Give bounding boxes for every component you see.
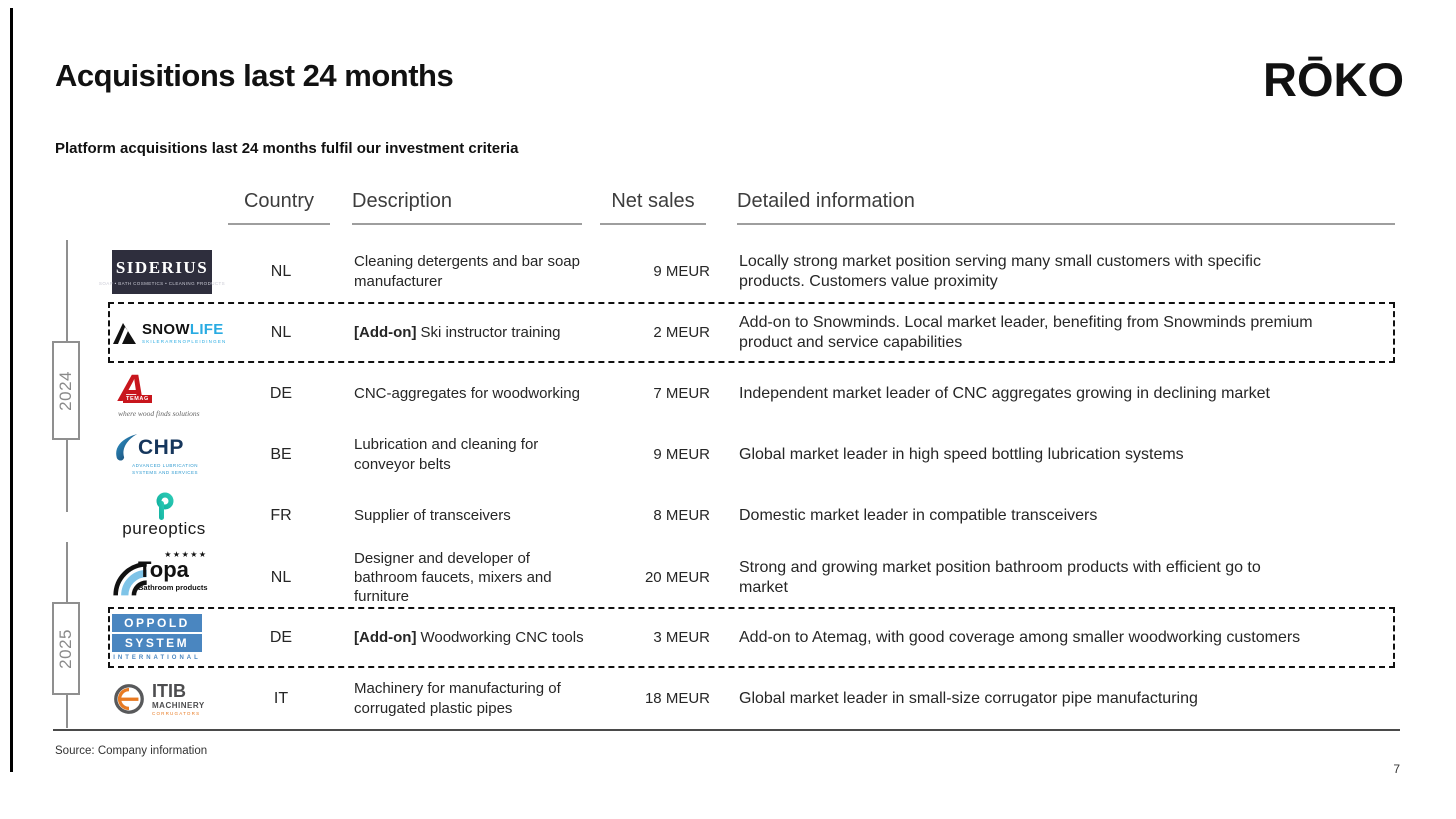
description-cell: Designer and developer of bathroom fauce… xyxy=(354,549,552,606)
itib-ring-icon xyxy=(114,683,144,714)
details-cell: Global market leader in small-size corru… xyxy=(739,689,1198,707)
net-sales-cell: 9 MEUR xyxy=(653,263,710,280)
description-cell: Machinery for manufacturing of corrugate… xyxy=(354,680,561,717)
country-cell: BE xyxy=(270,445,292,463)
source-note: Source: Company information xyxy=(55,745,208,757)
siderius-logo: SIDERIUS SOAP • BATH COSMETICS • CLEANIN… xyxy=(99,249,225,294)
topa-logo: ★★★★★ Topa Bathroom products xyxy=(112,548,220,602)
year-label: 2025 xyxy=(56,628,75,669)
table-row-itib: ITIB MACHINERY CORRUGATORS IT Machinery … xyxy=(108,668,1395,729)
table-body: SIDERIUS SOAP • BATH COSMETICS • CLEANIN… xyxy=(99,241,1395,729)
header-net-sales: Net sales xyxy=(590,190,712,225)
country-cell: DE xyxy=(269,628,293,646)
pureoptics-rho-icon xyxy=(156,492,174,520)
header-description: Description xyxy=(330,190,590,225)
table-header-row: Country Description Net sales Detailed i… xyxy=(108,190,1395,225)
roko-logo: RŌKO xyxy=(1263,53,1404,106)
net-sales-cell: 18 MEUR xyxy=(644,690,710,707)
description-cell: Lubrication and cleaning for conveyor be… xyxy=(354,436,539,473)
net-sales-cell: 7 MEUR xyxy=(653,385,710,402)
atemag-a-mark: A xyxy=(118,367,146,410)
details-cell: Independent market leader of CNC aggrega… xyxy=(739,384,1270,402)
net-sales-cell: 2 MEUR xyxy=(653,324,710,341)
footer-divider xyxy=(53,729,1400,731)
net-sales-cell: 8 MEUR xyxy=(653,507,710,524)
country-cell: NL xyxy=(270,262,292,280)
header-detailed-information: Detailed information xyxy=(712,190,1395,225)
oppold-logo: OPPOLD SYSTEM INTERNATIONAL xyxy=(112,614,202,661)
timeline-year-2025: 2025 xyxy=(52,602,80,695)
details-cell: Domestic market leader in compatible tra… xyxy=(739,506,1098,524)
pureoptics-logo: pureoptics xyxy=(112,492,216,539)
topa-stars: ★★★★★ xyxy=(164,550,208,559)
description-cell: [Add-on] Woodworking CNC tools xyxy=(354,628,584,646)
table-row-oppold: OPPOLD SYSTEM INTERNATIONAL DE [Add-on] W… xyxy=(108,607,1395,668)
details-cell: Strong and growing market position bathr… xyxy=(739,558,1261,596)
details-cell: Add-on to Snowminds. Local market leader… xyxy=(739,313,1313,351)
timeline-year-2024: 2024 xyxy=(52,341,80,440)
net-sales-cell: 3 MEUR xyxy=(653,629,710,646)
acquisitions-table: Country Description Net sales Detailed i… xyxy=(99,190,1395,729)
year-label: 2024 xyxy=(56,370,75,411)
chp-swoosh-icon xyxy=(116,433,138,461)
itib-logo: ITIB MACHINERY CORRUGATORS xyxy=(112,682,230,716)
details-cell: Add-on to Atemag, with good coverage amo… xyxy=(739,628,1301,646)
net-sales-cell: 20 MEUR xyxy=(644,569,710,586)
topa-arc-icon xyxy=(113,562,147,596)
table-row-pureoptics: pureoptics FR Supplier of transceivers 8… xyxy=(108,485,1395,546)
slide-subtitle: Platform acquisitions last 24 months ful… xyxy=(55,140,519,157)
page-title: Acquisitions last 24 months xyxy=(55,58,454,93)
chp-logo: CHP ADVANCED LUBRICATION SYSTEMS AND SERV… xyxy=(112,433,230,477)
description-cell: CNC-aggregates for woodworking xyxy=(354,384,580,402)
description-cell: [Add-on] Ski instructor training xyxy=(354,323,561,341)
details-cell: Global market leader in high speed bottl… xyxy=(739,445,1184,463)
page-number: 7 xyxy=(1393,762,1400,776)
mountain-icon xyxy=(113,322,136,344)
table-row-snowlife: SNOWLIFE SKILERARENOPLEIDINGEN NL [Add-o… xyxy=(108,302,1395,363)
country-cell: FR xyxy=(270,506,292,524)
country-cell: NL xyxy=(270,568,292,586)
table-row-siderius: SIDERIUS SOAP • BATH COSMETICS • CLEANIN… xyxy=(99,241,1395,302)
country-cell: NL xyxy=(270,323,292,341)
country-cell: IT xyxy=(273,689,289,707)
net-sales-cell: 9 MEUR xyxy=(653,446,710,463)
description-cell: Supplier of transceivers xyxy=(354,506,511,524)
header-country: Country xyxy=(228,190,330,225)
country-cell: DE xyxy=(269,384,293,402)
table-row-atemag: A TEMAG where wood finds solutions DE CN… xyxy=(108,363,1395,424)
table-row-chp: CHP ADVANCED LUBRICATION SYSTEMS AND SERV… xyxy=(108,424,1395,485)
table-row-topa: ★★★★★ Topa Bathroom products NL Designer… xyxy=(108,546,1395,607)
details-cell: Locally strong market position serving m… xyxy=(739,252,1261,290)
atemag-logo: A TEMAG where wood finds solutions xyxy=(118,367,200,418)
left-accent-bar xyxy=(10,8,13,772)
description-cell: Cleaning detergents and bar soap manufac… xyxy=(354,253,580,290)
snowlife-logo: SNOWLIFE SKILERARENOPLEIDINGEN xyxy=(112,321,230,345)
header-logo-spacer xyxy=(108,190,228,225)
